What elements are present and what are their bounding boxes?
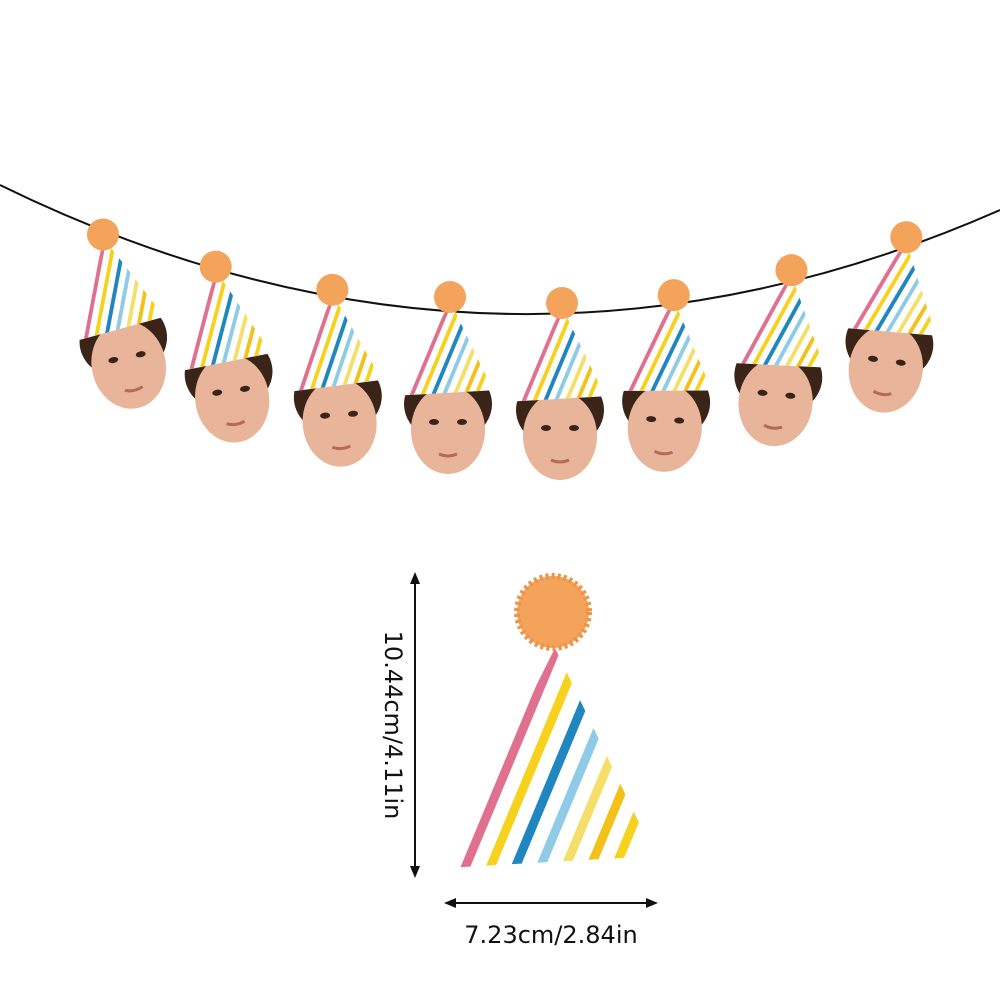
mouth <box>550 458 570 464</box>
eye <box>757 389 768 396</box>
mouth <box>438 452 458 458</box>
pompom <box>434 281 466 313</box>
width-dimension <box>444 898 658 908</box>
mouth <box>763 423 783 430</box>
face <box>411 386 485 474</box>
hat-detail <box>385 573 710 880</box>
face <box>302 378 377 467</box>
pompom <box>657 279 690 312</box>
face <box>848 324 923 413</box>
pompom <box>775 254 808 287</box>
garland-head <box>845 221 975 413</box>
mouth <box>653 449 674 456</box>
eye <box>569 425 579 431</box>
width-label: 7.23cm/2.84in <box>464 921 637 949</box>
garland-head <box>141 250 273 443</box>
mouth <box>331 444 351 451</box>
eye <box>895 359 906 366</box>
hat <box>489 304 628 407</box>
mouth <box>872 389 892 397</box>
eye <box>541 425 551 431</box>
face <box>627 383 702 472</box>
garland-head <box>259 273 411 467</box>
mouth <box>226 419 246 427</box>
face <box>523 392 597 480</box>
garland-head <box>377 281 516 474</box>
eye <box>135 351 146 358</box>
pompom <box>86 218 119 251</box>
eye <box>785 392 796 399</box>
face <box>738 358 813 447</box>
eye <box>457 419 467 425</box>
eye <box>108 356 119 364</box>
pompom <box>199 250 232 283</box>
garland-head <box>701 254 860 447</box>
height-label: 10.44cm/4.11in <box>379 631 407 820</box>
mouth <box>124 385 144 393</box>
pompom <box>890 221 923 254</box>
height-dimension <box>410 572 420 878</box>
eye <box>868 355 879 362</box>
garland-head <box>29 218 168 409</box>
face <box>195 354 270 443</box>
pompom <box>316 273 349 306</box>
eye <box>320 412 331 419</box>
eye <box>429 419 439 425</box>
garland-head <box>489 287 628 480</box>
eye <box>239 385 250 392</box>
eye <box>646 416 657 423</box>
garland-string <box>0 184 1000 316</box>
eye <box>674 417 685 424</box>
garland <box>29 218 975 480</box>
pompom <box>546 287 578 319</box>
eye <box>212 389 223 396</box>
face <box>91 321 167 409</box>
eye <box>348 410 359 417</box>
garland-head <box>592 279 741 472</box>
